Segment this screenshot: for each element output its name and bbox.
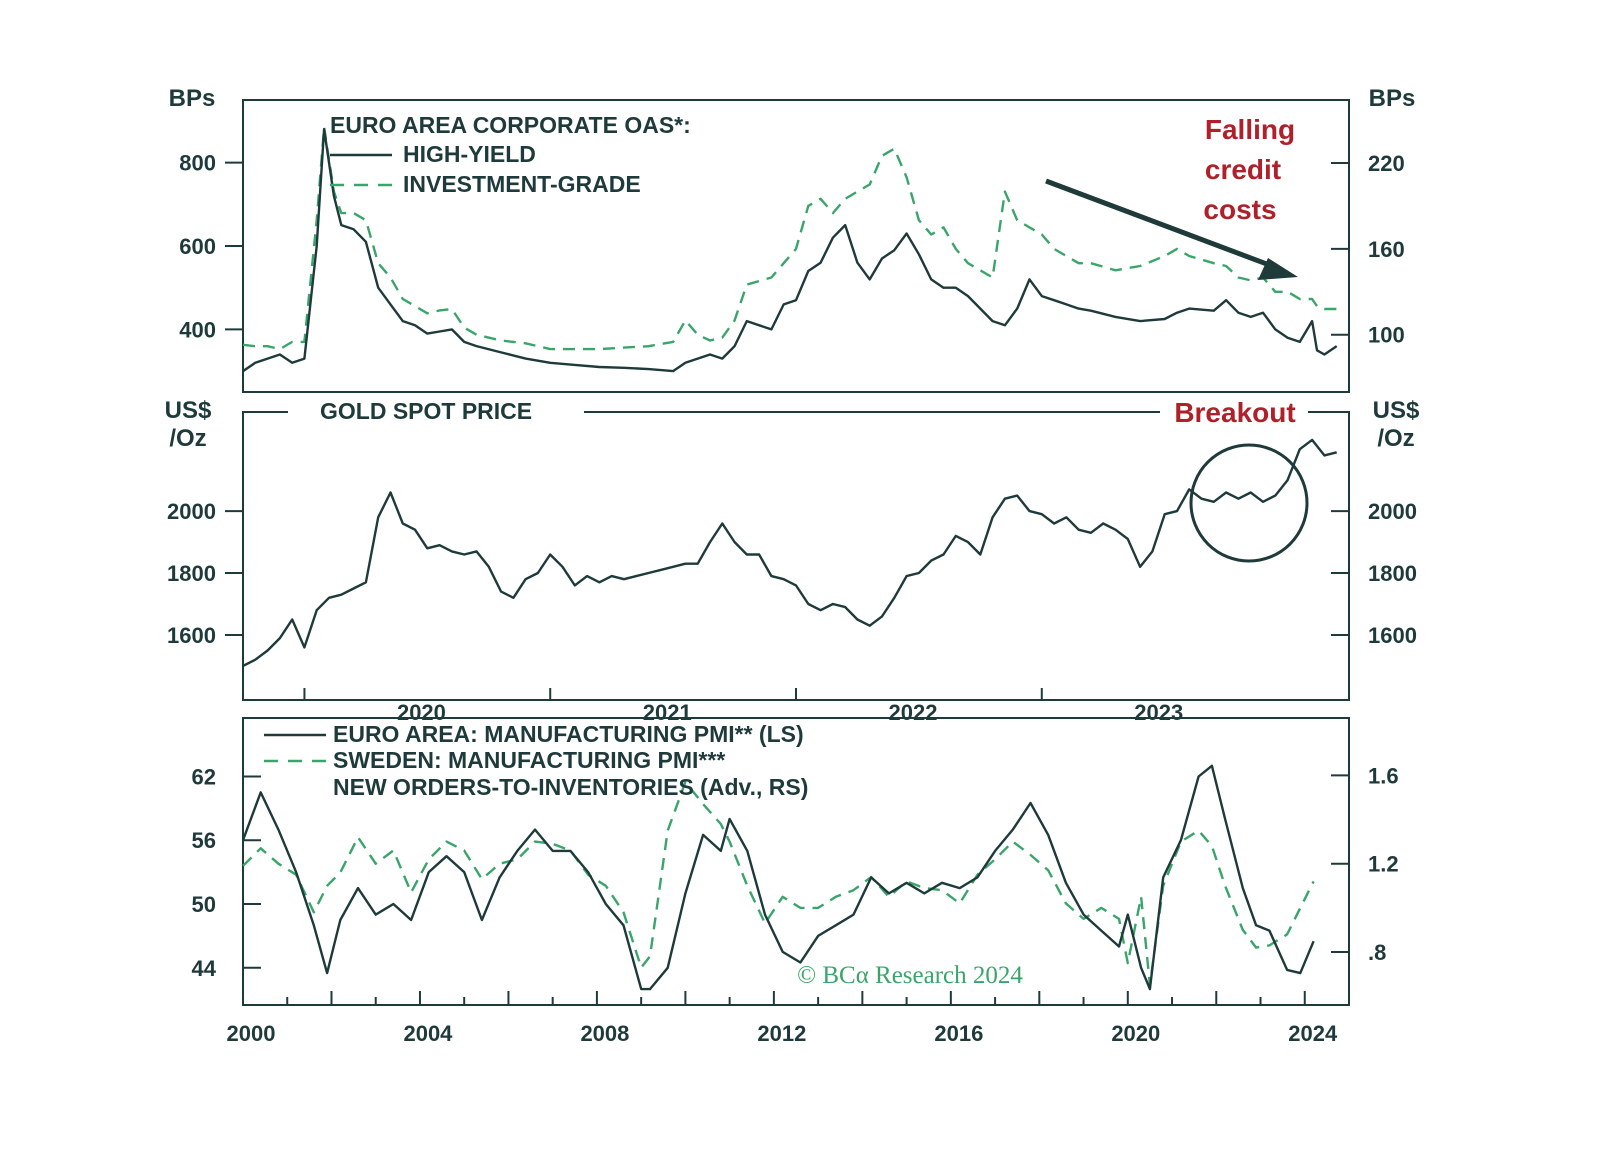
pmi-right-tick-label: 1.2	[1368, 852, 1399, 877]
gold-right-tick-label: 1800	[1368, 561, 1417, 586]
pmi-x-tick-label: 2004	[403, 1021, 453, 1046]
gold-left-unit-line1: US$	[165, 397, 212, 424]
gold-right-unit-line1: US$	[1373, 397, 1420, 424]
breakout-label: Breakout	[1174, 397, 1295, 428]
pmi-right-ticks: .8 1.2 1.6	[1331, 763, 1399, 965]
pmi-x-tick-label: 2000	[227, 1021, 276, 1046]
trend-arrow-head	[1258, 258, 1298, 280]
pmi-left-ticks: 44 50 56 62	[192, 764, 261, 981]
series-gold-spot	[242, 438, 1337, 667]
watermark: © BCα Research 2024	[797, 962, 1023, 989]
oas-right-tick-label: 160	[1368, 237, 1405, 262]
panel-gold: GOLD SPOT PRICE Breakout US$ /Oz US$ /Oz…	[165, 397, 1420, 725]
oas-series	[242, 125, 1338, 373]
pmi-right-tick-label: 1.6	[1368, 763, 1399, 788]
gold-title: GOLD SPOT PRICE	[320, 398, 532, 424]
gold-frame	[242, 411, 1350, 701]
gold-x-tick-label: 2022	[889, 700, 938, 725]
pmi-left-tick-label: 56	[192, 828, 216, 853]
gold-right-tick-label: 2000	[1368, 499, 1417, 524]
oas-right-ticks: 100 160 220	[1331, 151, 1405, 348]
gold-left-unit-line2: /Oz	[169, 425, 206, 452]
oas-right-tick-label: 220	[1368, 151, 1405, 176]
pmi-left-tick-label: 44	[192, 956, 217, 981]
pmi-legend-mask	[262, 720, 862, 802]
gold-series	[242, 438, 1337, 667]
pmi-left-tick-label: 62	[192, 764, 216, 789]
gold-right-tick-label: 1600	[1368, 623, 1417, 648]
gold-y-ticks: 1600 1600 1800 1800 2000 2000	[167, 499, 1417, 648]
oas-legend-title: EURO AREA CORPORATE OAS*:	[330, 112, 691, 138]
oas-right-unit: BPs	[1369, 85, 1416, 112]
pmi-x-ticks: 2000 2004 2008 2012 2016 2020 2024	[227, 991, 1350, 1046]
annotation-falling-line3: costs	[1203, 194, 1276, 225]
gold-left-tick-label: 1600	[167, 623, 216, 648]
series-euro-area-pmi	[241, 764, 1315, 991]
oas-left-unit: BPs	[169, 85, 216, 112]
pmi-x-tick-label: 2024	[1288, 1021, 1338, 1046]
gold-right-unit-line2: /Oz	[1377, 425, 1414, 452]
breakout-title-mask	[1160, 398, 1308, 424]
pmi-frame	[242, 717, 1350, 1006]
pmi-series	[241, 764, 1315, 991]
series-investment-grade	[242, 125, 1337, 351]
oas-left-tick-label: 800	[179, 151, 216, 176]
panel-oas: BPs BPs 400 600 800 100 160 220 EURO AREA CO…	[169, 85, 1416, 393]
annotation-falling-line2: credit	[1205, 154, 1281, 185]
oas-left-tick-label: 400	[179, 317, 216, 342]
legend-label-sweden-pmi: SWEDEN: MANUFACTURING PMI***	[333, 747, 725, 773]
legend-label-euro-pmi: EURO AREA: MANUFACTURING PMI** (LS)	[333, 721, 804, 747]
gold-title-mask	[288, 398, 584, 422]
legend-label-investment-grade: INVESTMENT-GRADE	[403, 171, 641, 197]
pmi-right-tick-label: .8	[1368, 940, 1386, 965]
oas-left-tick-label: 600	[179, 234, 216, 259]
annotation-falling-line1: Falling	[1205, 114, 1295, 145]
pmi-x-tick-label: 2016	[934, 1021, 983, 1046]
pmi-x-tick-label: 2020	[1111, 1021, 1160, 1046]
legend-label-new-orders: NEW ORDERS-TO-INVENTORIES (Adv., RS)	[333, 774, 808, 800]
legend-label-high-yield: HIGH-YIELD	[403, 141, 536, 167]
gold-x-tick-label: 2023	[1134, 700, 1183, 725]
pmi-left-tick-label: 50	[192, 892, 216, 917]
oas-right-tick-label: 100	[1368, 323, 1405, 348]
gold-left-tick-label: 1800	[167, 561, 216, 586]
trend-arrow-shaft	[1045, 178, 1273, 269]
breakout-circle	[1189, 443, 1309, 563]
pmi-x-tick-label: 2008	[580, 1021, 629, 1046]
pmi-x-tick-label: 2012	[757, 1021, 806, 1046]
series-high-yield	[242, 127, 1338, 373]
oas-left-ticks: 400 600 800	[179, 151, 243, 342]
gold-x-ticks: 2020 2021 2022 2023	[303, 688, 1183, 725]
gold-left-tick-label: 2000	[167, 499, 216, 524]
